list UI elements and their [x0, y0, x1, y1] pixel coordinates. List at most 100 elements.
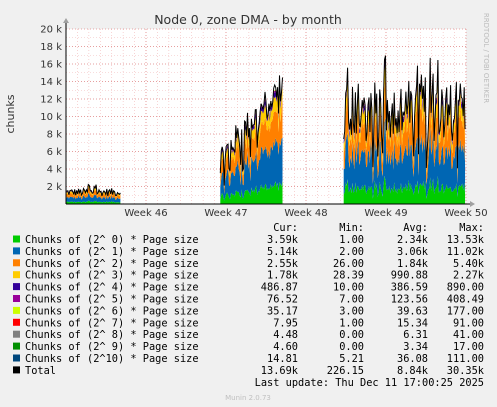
chart-title: Node 0, zone DMA - by month	[154, 12, 342, 27]
legend-series-name: Chunks of (2^ 0) * Page size	[25, 234, 199, 246]
legend-series-name: Chunks of (2^ 1) * Page size	[25, 246, 199, 258]
legend-value-avg: 990.88	[391, 270, 428, 282]
legend-header: Cur:	[273, 222, 298, 234]
legend-value-min: 26.00	[333, 258, 364, 270]
last-update: Last update: Thu Dec 11 17:00:25 2025	[255, 377, 484, 389]
stack-area-1	[343, 117, 466, 199]
legend-swatch	[13, 354, 20, 362]
total-line	[65, 183, 121, 197]
legend-series-name: Chunks of (2^10) * Page size	[25, 353, 199, 365]
legend-swatch	[13, 318, 20, 326]
legend-value-max: 30.35k	[447, 365, 485, 377]
legend-swatch	[13, 235, 20, 243]
y-tick-labels: 2 k 4 k 6 k 8 k 10 k 12 k 14 k 16 k 18 k 20 k	[40, 25, 62, 194]
legend-swatch	[13, 259, 20, 267]
y-tick-label: 14 k	[40, 77, 62, 88]
stack-area-3	[343, 62, 466, 176]
y-axis-label: chunks	[4, 94, 17, 133]
legend-value-avg: 6.31	[403, 329, 428, 341]
legend-value-min: 0.00	[339, 329, 364, 341]
stack-area-2	[66, 187, 121, 200]
y-axis-arrow	[63, 18, 69, 23]
y-tick-label: 2 k	[47, 182, 63, 193]
rrdtool-credit: RRDTOOL / TOBI OETIKER	[482, 13, 490, 103]
legend-value-avg: 386.59	[391, 282, 428, 294]
stack-area-0	[66, 200, 121, 204]
stack-area-2	[343, 77, 466, 185]
legend-value-min: 10.00	[333, 282, 364, 294]
legend-value-avg: 15.34	[397, 317, 428, 329]
stack-area-2	[220, 98, 283, 195]
legend-value-cur: 76.52	[267, 294, 298, 306]
legend-value-min: 3.00	[339, 305, 364, 317]
y-tick-label: 4 k	[47, 165, 63, 176]
legend-swatch	[13, 342, 20, 350]
legend-value-avg: 8.84k	[397, 365, 429, 377]
legend-swatch	[13, 330, 20, 338]
legend-value-min: 7.00	[339, 294, 364, 306]
x-axis-arrow	[470, 201, 475, 207]
legend-value-min: 1.00	[339, 317, 364, 329]
legend-series-name: Chunks of (2^ 8) * Page size	[25, 329, 199, 341]
y-tick-label: 18 k	[40, 42, 62, 53]
legend-value-min: 226.15	[327, 365, 364, 377]
y-tick-label: 20 k	[40, 25, 62, 36]
legend-value-max: 408.49	[447, 294, 484, 306]
y-tick-label: 8 k	[47, 130, 63, 141]
axes	[63, 18, 475, 207]
legend-value-avg: 3.06k	[397, 246, 429, 258]
x-tick-label: Week 50	[444, 208, 487, 219]
y-tick-label: 16 k	[40, 60, 62, 71]
legend-value-min: 28.39	[333, 270, 364, 282]
legend-value-cur: 1.78k	[267, 270, 299, 282]
legend-value-max: 177.00	[447, 305, 484, 317]
y-tick-label: 6 k	[47, 147, 63, 158]
legend-swatch	[13, 271, 20, 279]
munin-version: Munin 2.0.73	[225, 394, 271, 402]
legend-value-min: 2.00	[339, 246, 364, 258]
y-tick-label: 12 k	[40, 95, 62, 106]
legend-value-avg: 2.34k	[397, 234, 429, 246]
legend-value-max: 91.00	[453, 317, 484, 329]
legend-value-min: 5.21	[339, 353, 364, 365]
legend-value-min: 1.00	[339, 234, 364, 246]
legend-series-name: Chunks of (2^ 2) * Page size	[25, 258, 199, 270]
y-tick-label: 10 k	[40, 112, 62, 123]
legend-value-avg: 3.34	[403, 341, 428, 353]
x-tick-label: Week 49	[364, 208, 407, 219]
legend-value-avg: 1.84k	[397, 258, 429, 270]
legend-series-name: Chunks of (2^ 4) * Page size	[25, 282, 199, 294]
legend: Cur: Min: Avg: Max: Chunks of (2^ 0) * Page …	[13, 222, 485, 377]
legend-series-name: Chunks of (2^ 6) * Page size	[25, 305, 199, 317]
legend-header: Min:	[339, 222, 364, 234]
stack-area-1	[66, 192, 121, 203]
stack-area-0	[343, 175, 466, 204]
legend-value-cur: 35.17	[267, 305, 298, 317]
stacked-areas	[65, 53, 466, 204]
legend-header: Max:	[459, 222, 484, 234]
legend-series-name: Chunks of (2^ 3) * Page size	[25, 270, 199, 282]
x-tick-label: Week 46	[124, 208, 167, 219]
legend-value-cur: 2.55k	[267, 258, 299, 270]
legend-value-max: 111.00	[447, 353, 484, 365]
stack-area-1	[220, 137, 283, 201]
x-tick-label: Week 48	[284, 208, 327, 219]
stack-area-3	[66, 185, 121, 198]
legend-value-cur: 4.48	[273, 329, 298, 341]
legend-series-name: Chunks of (2^ 7) * Page size	[25, 317, 199, 329]
legend-value-cur: 4.60	[273, 341, 298, 353]
legend-value-cur: 486.87	[261, 282, 298, 294]
legend-swatch	[13, 283, 20, 291]
legend-value-max: 41.00	[453, 329, 484, 341]
stack-area-0	[220, 180, 283, 204]
grid-lines	[66, 28, 467, 204]
legend-value-max: 5.40k	[453, 258, 485, 270]
legend-value-cur: 5.14k	[267, 246, 299, 258]
legend-value-avg: 36.08	[397, 353, 428, 365]
legend-value-max: 13.53k	[447, 234, 485, 246]
total-line	[343, 55, 466, 169]
x-tick-labels: Week 46 Week 47 Week 48 Week 49 Week 50	[124, 208, 487, 219]
legend-series-name: Chunks of (2^ 5) * Page size	[25, 294, 199, 306]
legend-value-max: 2.27k	[453, 270, 485, 282]
